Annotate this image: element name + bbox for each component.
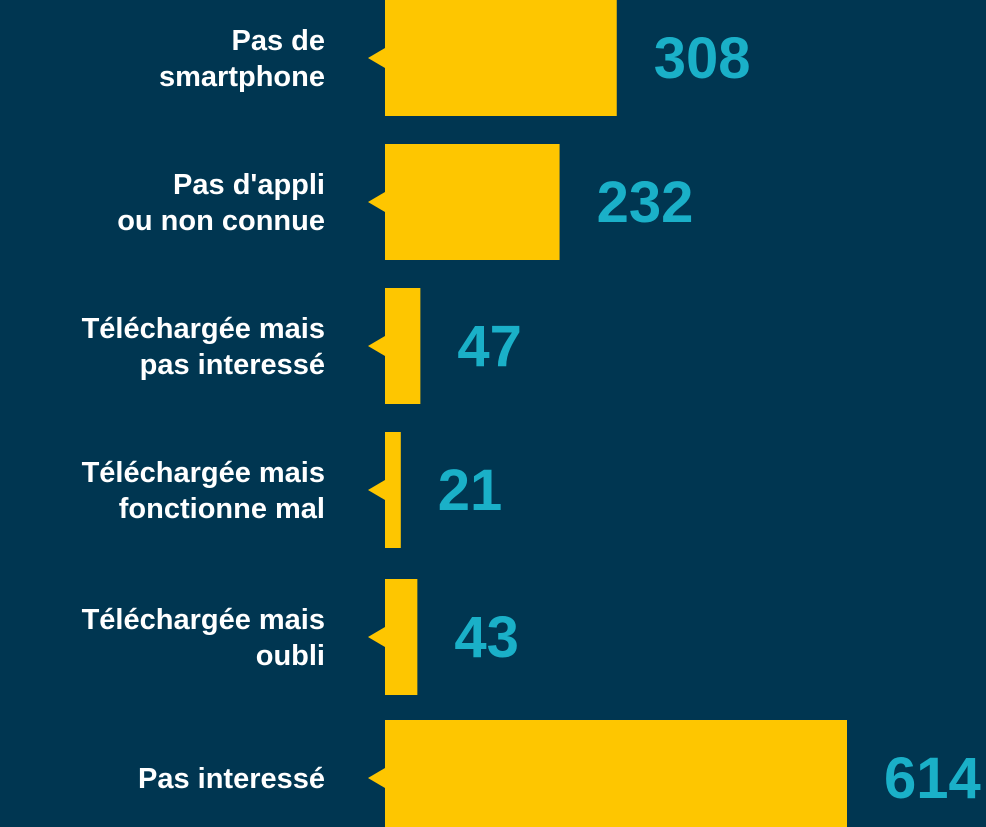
bar [385, 0, 617, 116]
category-label-line: Téléchargée mais [82, 604, 325, 636]
value-label: 47 [457, 314, 522, 379]
bar-pointer [368, 627, 385, 647]
value-label: 43 [454, 605, 519, 670]
category-label-line: Téléchargée mais [82, 313, 325, 345]
category-label-line: smartphone [159, 61, 325, 93]
bar-pointer [368, 336, 385, 356]
category-label: Pas de smartphone [159, 25, 325, 93]
category-label-line: fonctionne mal [119, 493, 325, 525]
category-label-line: Pas interessé [138, 763, 325, 795]
bar-pointer [368, 192, 385, 212]
bar-pointer [368, 48, 385, 68]
bar [385, 720, 847, 827]
category-label: Pas interessé [138, 763, 325, 795]
value-label: 232 [597, 170, 694, 235]
category-label-line: pas interessé [140, 349, 325, 381]
category-label-line: Téléchargée mais [82, 457, 325, 489]
value-label: 21 [438, 458, 503, 523]
category-label: Pas d'appli ou non connue [117, 169, 325, 237]
category-label: Téléchargée mais fonctionne mal [82, 457, 325, 525]
category-label-line: oubli [256, 640, 325, 672]
value-label: 308 [654, 26, 751, 91]
category-label-line: Pas d'appli [173, 169, 325, 201]
bar-pointer [368, 768, 385, 788]
bar [385, 432, 401, 548]
category-label-line: ou non connue [117, 205, 325, 237]
value-label: 614 [884, 746, 981, 811]
bar [385, 288, 421, 404]
bar [385, 579, 418, 695]
category-label-line: Pas de [232, 25, 326, 57]
bar [385, 144, 560, 260]
category-label: Téléchargée mais pas interessé [82, 313, 325, 381]
bar-pointer [368, 480, 385, 500]
category-label: Téléchargée mais oubli [82, 604, 325, 672]
